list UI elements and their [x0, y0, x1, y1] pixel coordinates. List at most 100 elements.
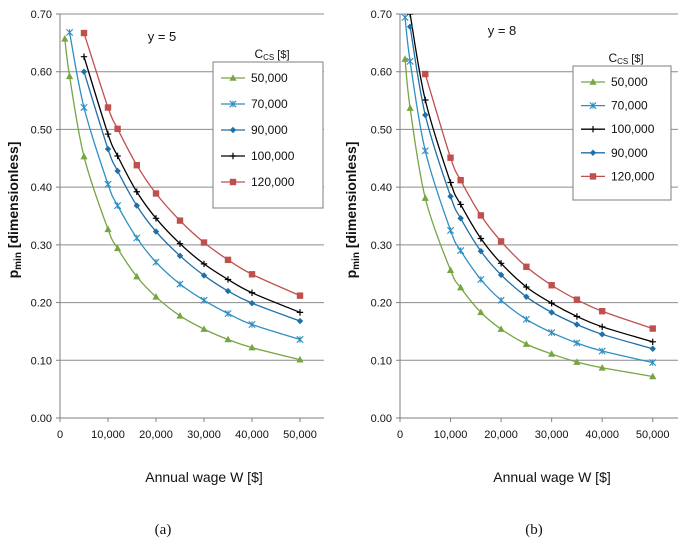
data-point: [497, 325, 505, 332]
y-tick-label: 0.60: [31, 67, 52, 79]
legend: CCS [$] 50,000 70,000 100,000 90,000 120,000: [572, 51, 672, 201]
data-point: [133, 234, 141, 242]
series-line: [424, 73, 653, 330]
legend-marker: [589, 78, 597, 85]
legend-label: 100,000: [611, 122, 655, 136]
data-point: [548, 309, 555, 316]
data-point: [548, 299, 555, 307]
data-point: [447, 193, 454, 200]
data-point: [573, 296, 581, 303]
series-line: [409, 14, 653, 343]
data-point: [523, 283, 530, 291]
y-tick-label: 0.20: [371, 298, 392, 310]
data-point: [573, 358, 581, 365]
series-120000: [422, 70, 656, 332]
legend-label: 50,000: [611, 75, 648, 89]
data-point: [446, 226, 455, 235]
data-point: [523, 293, 530, 300]
data-point: [422, 70, 429, 78]
data-point: [406, 23, 414, 30]
x-tick-label: 20,000: [139, 429, 173, 441]
data-point: [133, 272, 141, 280]
data-point: [598, 347, 606, 355]
data-point: [248, 271, 256, 278]
y-tick-label: 0.00: [31, 413, 52, 425]
series-50000: [401, 55, 657, 380]
data-point: [200, 296, 208, 304]
data-point: [296, 292, 304, 299]
data-point: [477, 275, 485, 284]
data-point: [296, 355, 304, 363]
y-tick-label: 0.30: [31, 240, 52, 252]
legend-entry: 90,000: [221, 123, 288, 137]
series-100000: [406, 14, 656, 346]
data-point: [457, 283, 465, 291]
data-point: [152, 258, 160, 266]
data-point: [224, 256, 232, 264]
data-point: [133, 202, 140, 209]
data-point: [598, 308, 606, 315]
series-90000: [80, 68, 304, 325]
data-point: [296, 335, 304, 344]
legend-title: CCS [$]: [254, 47, 289, 62]
data-point: [176, 217, 184, 224]
legend-marker: [229, 100, 237, 108]
legend-box: [572, 65, 672, 201]
data-point: [104, 104, 112, 111]
legend-marker: [589, 173, 597, 180]
data-point: [176, 312, 184, 319]
x-tick-label: 0: [397, 429, 403, 441]
x-tick-label: 20,000: [484, 429, 518, 441]
y-tick-label: 0.10: [31, 355, 52, 367]
x-tick-label: 30,000: [187, 429, 221, 441]
data-point: [497, 238, 505, 245]
data-point: [401, 14, 409, 22]
data-point: [152, 293, 160, 300]
series-120000: [80, 29, 304, 299]
x-tick-label: 50,000: [636, 429, 670, 441]
x-tick-label: 10,000: [91, 429, 125, 441]
data-point: [200, 239, 208, 246]
data-point: [296, 309, 304, 316]
data-point: [649, 345, 656, 352]
data-point: [114, 152, 121, 160]
data-point: [248, 299, 256, 307]
data-point: [477, 308, 485, 316]
data-point: [104, 180, 112, 188]
series-90000: [406, 23, 656, 352]
x-tick-label: 30,000: [535, 429, 569, 441]
data-point: [248, 320, 256, 329]
series-line: [83, 71, 301, 322]
legend-entry: 100,000: [221, 149, 295, 163]
legend-marker: [229, 74, 237, 81]
data-point: [152, 228, 160, 235]
data-point: [200, 260, 208, 268]
data-point: [152, 190, 160, 197]
y-tick-label: 0.70: [371, 9, 392, 21]
series-100000: [80, 53, 304, 316]
data-point: [598, 363, 606, 371]
legend-marker: [589, 102, 597, 110]
legend-label: 100,000: [251, 149, 295, 163]
data-point: [457, 201, 464, 208]
data-point: [421, 194, 429, 201]
data-point: [114, 244, 122, 252]
data-point: [104, 225, 112, 233]
data-point: [422, 111, 429, 119]
panel-label: (b): [525, 522, 543, 538]
legend-entry: 120,000: [221, 175, 295, 189]
data-point: [133, 188, 140, 195]
data-point: [447, 154, 454, 161]
data-point: [114, 125, 121, 133]
legend-label: 50,000: [251, 71, 288, 85]
y-tick-label: 0.30: [371, 240, 392, 252]
series-line: [83, 56, 301, 313]
data-point: [497, 271, 505, 279]
x-tick-label: 10,000: [434, 429, 468, 441]
data-point: [248, 289, 256, 296]
data-point: [61, 35, 69, 42]
data-point: [406, 104, 414, 111]
legend-label: 90,000: [611, 146, 648, 160]
